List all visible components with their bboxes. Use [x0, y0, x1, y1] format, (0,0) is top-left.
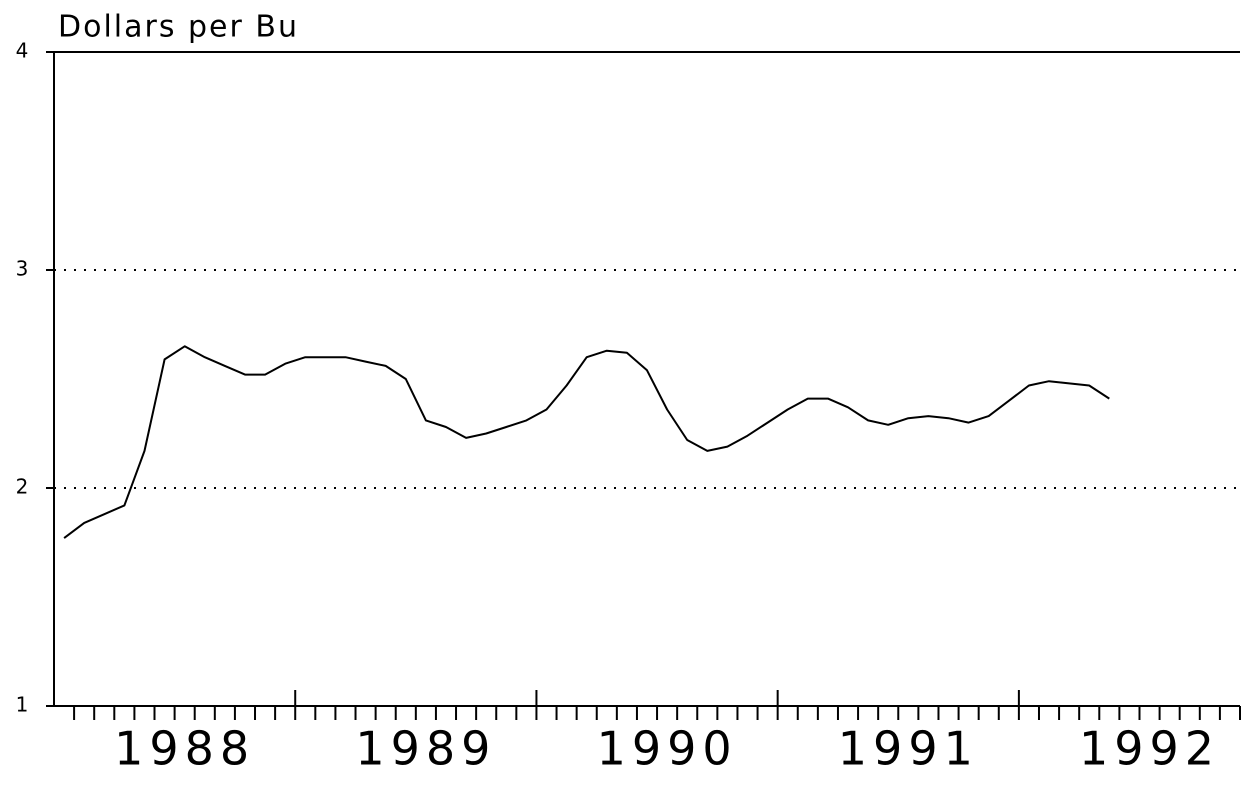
y-tick-label: 2: [16, 475, 29, 499]
y-tick-label: 3: [16, 257, 29, 281]
chart-title: Dollars per Bu: [58, 10, 299, 45]
y-tick-label: 4: [16, 39, 29, 63]
x-tick-label: 1991: [838, 722, 979, 776]
y-tick-label: 1: [16, 693, 29, 717]
x-tick-label: 1990: [597, 722, 738, 776]
x-tick-label: 1992: [1079, 722, 1220, 776]
x-tick-label: 1988: [114, 722, 255, 776]
x-tick-label: 1989: [355, 722, 496, 776]
price-line: [63, 345, 1110, 539]
